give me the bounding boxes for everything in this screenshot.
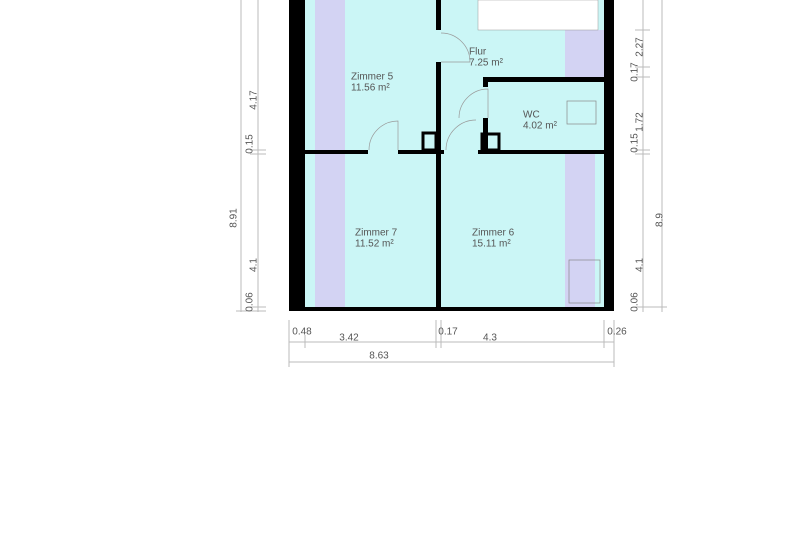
fixture bbox=[566, 100, 597, 125]
dimension-lines bbox=[236, 0, 667, 367]
room-area: 11.52 m² bbox=[355, 239, 394, 250]
notch bbox=[477, 0, 599, 31]
room-name: Zimmer 7 bbox=[355, 228, 398, 239]
dimension-label: 1.72 bbox=[635, 112, 646, 132]
walls bbox=[289, 0, 614, 311]
stripe bbox=[315, 0, 345, 150]
wc-fill bbox=[488, 82, 604, 150]
dimension-label: 8.63 bbox=[369, 351, 389, 362]
room-name: Flur bbox=[469, 47, 487, 58]
stripe bbox=[565, 154, 595, 307]
dimension-label: 0.48 bbox=[292, 327, 312, 338]
room-name: Zimmer 5 bbox=[351, 72, 394, 83]
dimension-label: 0.15 bbox=[630, 133, 641, 153]
dimension-label: 4.1 bbox=[249, 258, 260, 272]
dimension-label: 0.15 bbox=[245, 134, 256, 154]
stripe bbox=[315, 154, 345, 307]
stripe bbox=[565, 30, 604, 77]
dimension-label: 0.06 bbox=[245, 292, 256, 312]
dimension-label: 4.17 bbox=[249, 90, 260, 110]
dimension-label: 0.06 bbox=[630, 292, 641, 312]
dimension-label: 8.91 bbox=[229, 208, 240, 228]
dimension-label: 4.3 bbox=[483, 333, 497, 344]
dimension-label: 4.1 bbox=[635, 258, 646, 272]
room-area: 11.56 m² bbox=[351, 83, 390, 94]
dimension-label: 3.42 bbox=[339, 333, 359, 344]
dimension-label: 0.26 bbox=[607, 327, 627, 338]
dimension-label: 8.9 bbox=[655, 213, 666, 227]
room-area: 7.25 m² bbox=[469, 58, 504, 69]
dimension-label: 2.27 bbox=[635, 37, 646, 57]
room-area: 4.02 m² bbox=[523, 121, 558, 132]
doors bbox=[368, 32, 489, 151]
room-name: Zimmer 6 bbox=[472, 228, 515, 239]
dimension-label: 0.17 bbox=[438, 327, 458, 338]
room-name: WC bbox=[523, 110, 540, 121]
dimension-label: 0.17 bbox=[630, 62, 641, 82]
fixture bbox=[568, 259, 601, 304]
room-area: 15.11 m² bbox=[472, 239, 511, 250]
